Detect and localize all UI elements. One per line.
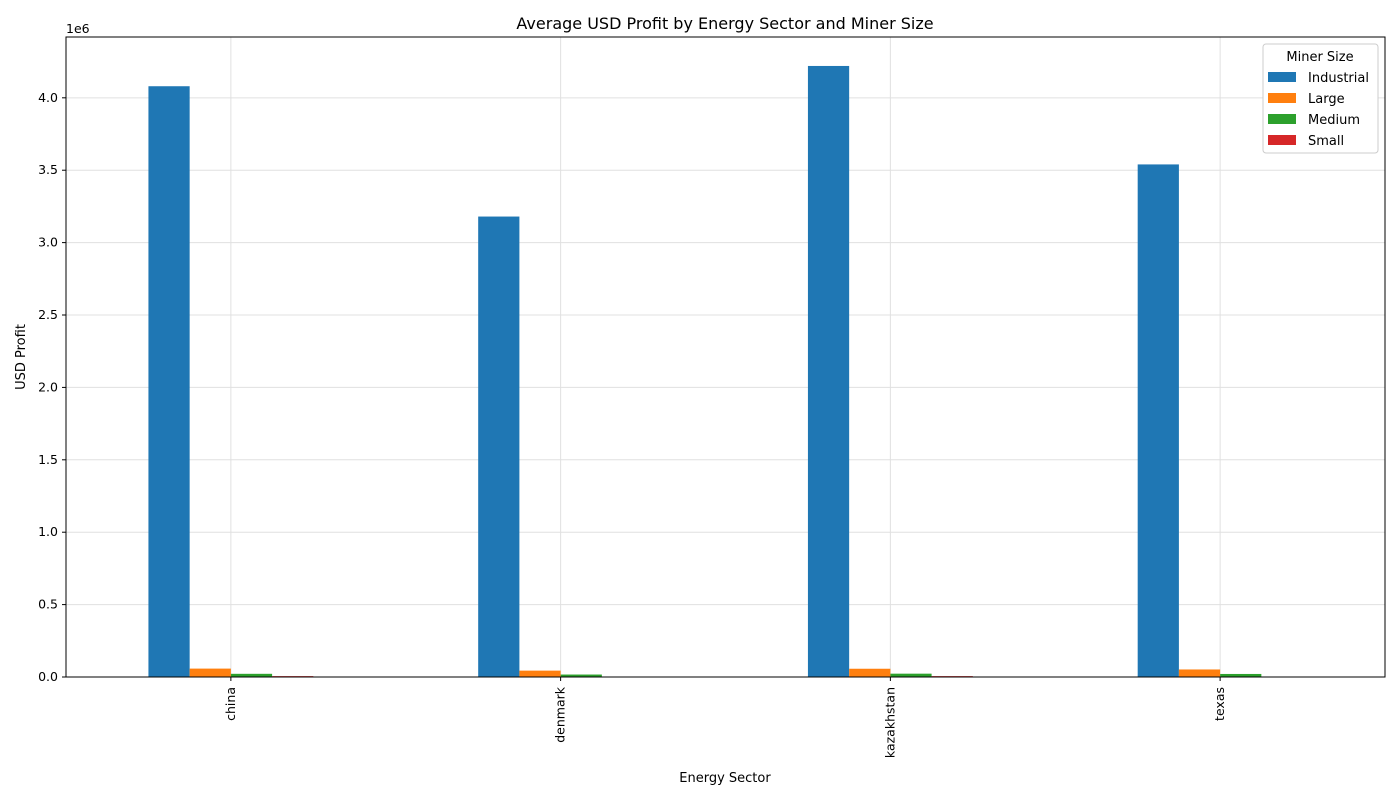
legend-swatch-large xyxy=(1268,93,1296,103)
legend-entry-large: Large xyxy=(1308,92,1345,107)
bar-medium-kazakhstan xyxy=(890,673,932,677)
bar-large-denmark xyxy=(519,670,561,677)
legend-entry-industrial: Industrial xyxy=(1308,71,1369,86)
legend-box xyxy=(1262,43,1379,154)
legend-swatch-small xyxy=(1268,135,1296,145)
bars xyxy=(148,65,1303,678)
x-tick-label: denmark xyxy=(553,686,568,743)
bar-industrial-texas xyxy=(1137,164,1179,678)
legend-entry-small: Small xyxy=(1308,134,1344,149)
y-tick-label: 4.0 xyxy=(38,90,58,105)
y-tick-label: 3.0 xyxy=(38,235,58,250)
x-tick-label: kazakhstan xyxy=(882,687,897,758)
legend-swatch-industrial xyxy=(1268,72,1296,82)
grid xyxy=(66,37,1385,678)
x-tick-label: china xyxy=(223,687,238,721)
legend-title: Miner Size xyxy=(1286,50,1353,65)
x-tick-label: texas xyxy=(1212,687,1227,721)
y-offset-label: 1e6 xyxy=(66,21,90,36)
chart-title: Average USD Profit by Energy Sector and … xyxy=(516,14,933,33)
legend-swatch-medium xyxy=(1268,114,1296,124)
y-tick-label: 1.5 xyxy=(38,452,58,467)
legend: Miner Size Industrial Large Medium Small xyxy=(1262,43,1379,154)
y-tick-label: 3.5 xyxy=(38,162,58,177)
y-tick-label: 2.5 xyxy=(38,307,58,322)
y-axis-ticks: 0.0 0.5 1.0 1.5 2.0 2.5 3.0 3.5 4.0 xyxy=(38,90,66,684)
x-axis-ticks: china denmark kazakhstan texas xyxy=(223,677,1227,758)
bar-large-texas xyxy=(1178,669,1221,677)
plot-frame xyxy=(65,36,1386,678)
bar-industrial-china xyxy=(148,86,190,677)
y-tick-label: 1.0 xyxy=(38,524,58,539)
legend-entry-medium: Medium xyxy=(1308,113,1360,128)
bar-medium-texas xyxy=(1220,673,1262,677)
bar-medium-denmark xyxy=(560,674,602,677)
y-tick-label: 0.5 xyxy=(38,597,58,612)
bar-medium-china xyxy=(230,673,273,677)
y-tick-label: 0.0 xyxy=(38,669,58,684)
y-axis-label: USD Profit xyxy=(14,324,29,390)
bar-industrial-kazakhstan xyxy=(807,65,850,677)
bar-large-china xyxy=(189,668,231,677)
bar-large-kazakhstan xyxy=(849,668,891,677)
y-tick-label: 2.0 xyxy=(38,379,58,394)
x-axis-label: Energy Sector xyxy=(679,771,771,786)
bar-industrial-denmark xyxy=(478,216,520,677)
